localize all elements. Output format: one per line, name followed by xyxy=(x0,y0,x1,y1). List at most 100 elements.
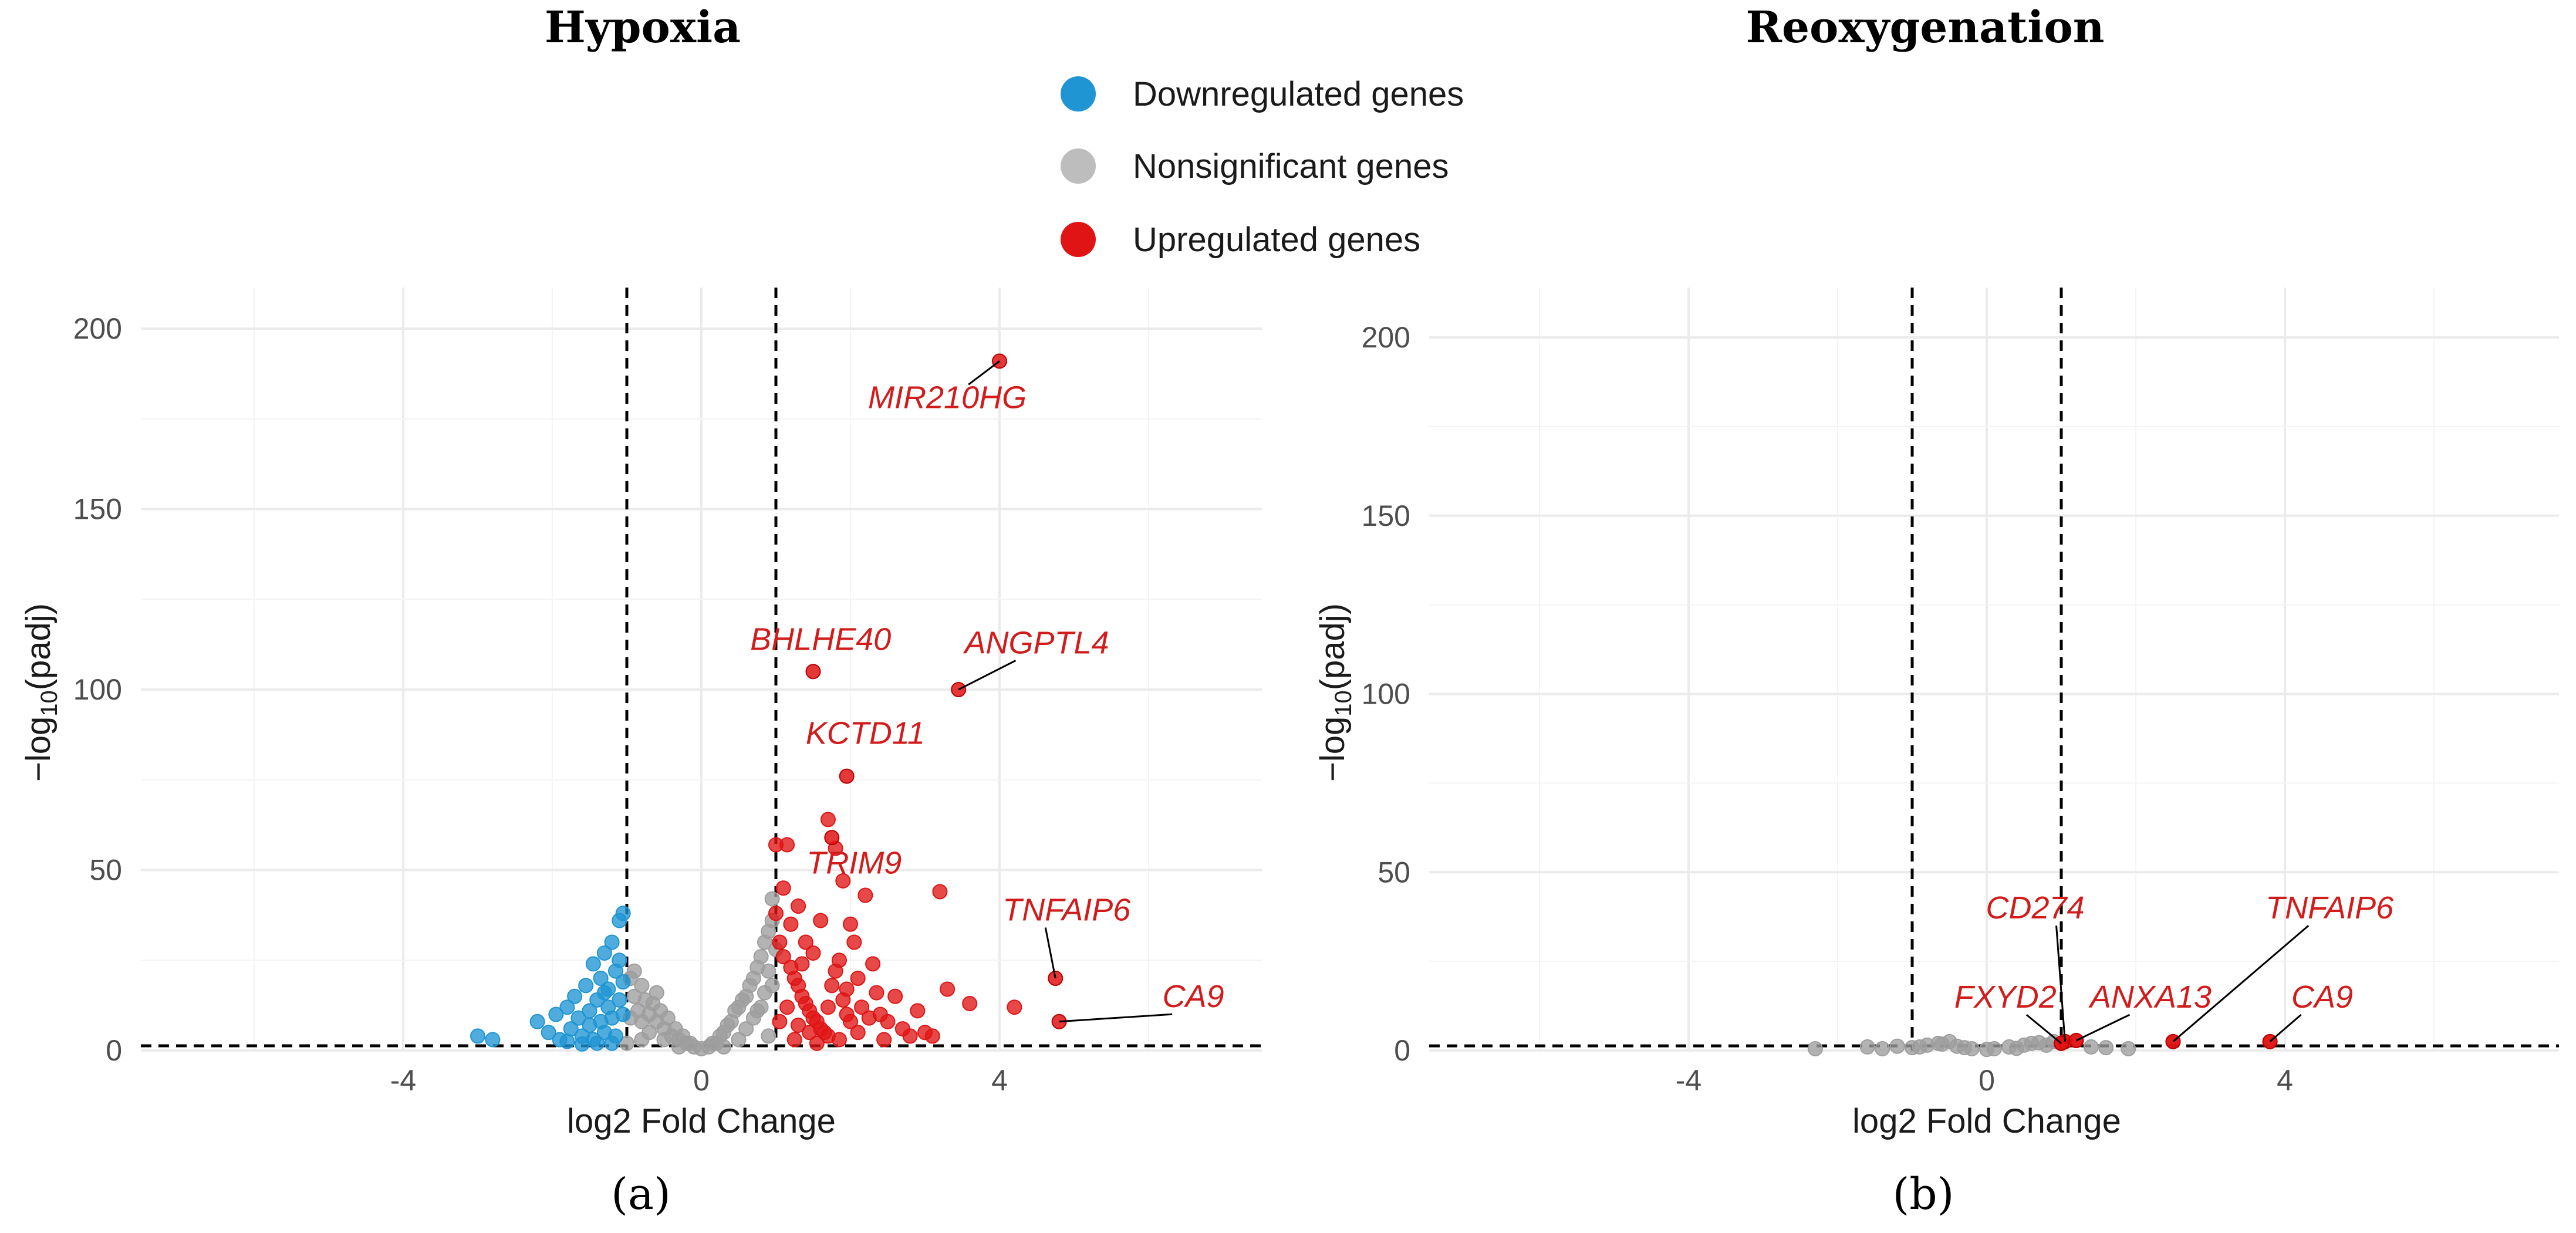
data-point xyxy=(776,881,791,895)
y-tick-label: 200 xyxy=(1362,321,1410,354)
panel-b-x-axis-title: log2 Fold Change xyxy=(1852,1102,2121,1140)
data-point xyxy=(795,957,809,971)
data-point xyxy=(933,884,947,898)
data-point xyxy=(568,989,582,1004)
panel-b-title: Reoxygenation xyxy=(1746,2,2104,53)
gene-label: CD274 xyxy=(1986,890,2085,925)
gene-label: CA9 xyxy=(1163,979,1224,1014)
legend-swatch-up xyxy=(1061,222,1096,257)
data-point xyxy=(717,1040,731,1054)
data-point xyxy=(851,1025,865,1039)
data-point xyxy=(586,957,600,971)
data-point xyxy=(769,906,783,920)
y-tick-label: 50 xyxy=(89,854,122,887)
data-point xyxy=(772,935,786,950)
data-point xyxy=(888,989,902,1004)
data-point xyxy=(1890,1039,1905,1053)
data-point xyxy=(821,812,835,826)
gene-label: TNFAIP6 xyxy=(2266,890,2394,925)
gene-label: TNFAIP6 xyxy=(1002,893,1131,928)
data-point xyxy=(612,993,626,1007)
data-point xyxy=(634,1033,649,1047)
data-point xyxy=(866,957,880,971)
data-point xyxy=(754,950,768,964)
data-point xyxy=(832,1033,846,1047)
x-tick-label: 4 xyxy=(991,1064,1008,1097)
data-point xyxy=(810,1036,824,1050)
gene-label: CA9 xyxy=(2291,979,2353,1015)
gene-label: ANXA13 xyxy=(2088,979,2212,1015)
data-point xyxy=(877,1033,891,1047)
data-point xyxy=(485,1033,499,1047)
data-point xyxy=(672,1040,686,1054)
data-point xyxy=(634,978,649,992)
y-tick-label: 100 xyxy=(73,673,122,706)
data-point xyxy=(940,982,954,996)
labeled-gene-point xyxy=(806,664,821,678)
gene-label: KCTD11 xyxy=(806,715,925,751)
data-point xyxy=(2084,1040,2098,1054)
data-point xyxy=(910,1004,924,1018)
data-point xyxy=(560,1035,574,1049)
panel-a-title: Hypoxia xyxy=(545,2,741,53)
y-tick-label: 50 xyxy=(1378,856,1410,889)
data-point xyxy=(597,986,612,1000)
data-point xyxy=(926,1029,940,1043)
gene-label: TRIM9 xyxy=(806,846,902,881)
data-point xyxy=(2121,1042,2135,1056)
data-point xyxy=(616,906,630,920)
data-point xyxy=(772,1015,786,1029)
data-point xyxy=(657,1033,671,1047)
data-point xyxy=(761,964,775,978)
panel-a-letter: (a) xyxy=(611,1169,671,1220)
data-point xyxy=(903,1029,917,1043)
data-point xyxy=(605,935,619,950)
data-point xyxy=(765,978,779,992)
data-point xyxy=(732,1033,746,1047)
gene-label: FXYD2 xyxy=(1954,979,2057,1015)
legend-swatch-down xyxy=(1061,76,1096,112)
data-point xyxy=(1007,1000,1021,1014)
legend-swatch-ns xyxy=(1061,148,1096,184)
y-tick-label: 0 xyxy=(106,1034,122,1067)
data-point xyxy=(2099,1041,2113,1055)
data-point xyxy=(780,837,794,852)
legend-label-down: Downregulated genes xyxy=(1133,75,1464,113)
y-tick-label: 150 xyxy=(1362,499,1410,532)
y-tick-label: 0 xyxy=(1394,1034,1410,1067)
volcano-figure: Downregulated genes Nonsignificant genes… xyxy=(0,0,2576,1233)
data-point xyxy=(650,986,664,1000)
data-point xyxy=(843,917,857,931)
legend-label-ns: Nonsignificant genes xyxy=(1133,147,1449,185)
data-point xyxy=(1987,1042,2001,1056)
data-point xyxy=(784,917,798,931)
x-tick-label: 0 xyxy=(1979,1064,1995,1097)
data-point xyxy=(963,996,977,1011)
data-point xyxy=(788,1033,802,1047)
data-point xyxy=(531,1015,545,1029)
data-point xyxy=(858,889,872,903)
data-point xyxy=(780,1000,794,1014)
panel-b-letter: (b) xyxy=(1892,1169,1954,1220)
data-point xyxy=(605,1036,619,1050)
x-tick-label: -4 xyxy=(1676,1064,1701,1097)
labeled-gene-point xyxy=(825,830,839,844)
data-point xyxy=(2010,1041,2024,1055)
data-point xyxy=(1913,1040,1927,1054)
data-point xyxy=(806,946,821,960)
data-point xyxy=(862,1011,876,1025)
data-point xyxy=(616,975,630,989)
y-tick-label: 150 xyxy=(73,493,122,526)
data-point xyxy=(1965,1042,1979,1056)
data-point xyxy=(761,1029,775,1043)
data-point xyxy=(851,971,865,985)
x-tick-label: 4 xyxy=(2277,1064,2293,1097)
gene-label: BHLHE40 xyxy=(750,621,891,657)
data-point xyxy=(579,978,593,992)
panel-a-x-axis-title: log2 Fold Change xyxy=(567,1102,836,1140)
data-point xyxy=(832,953,846,967)
data-point xyxy=(765,892,779,906)
data-point xyxy=(847,935,861,950)
data-point xyxy=(1861,1040,1875,1054)
data-point xyxy=(1875,1042,1889,1056)
